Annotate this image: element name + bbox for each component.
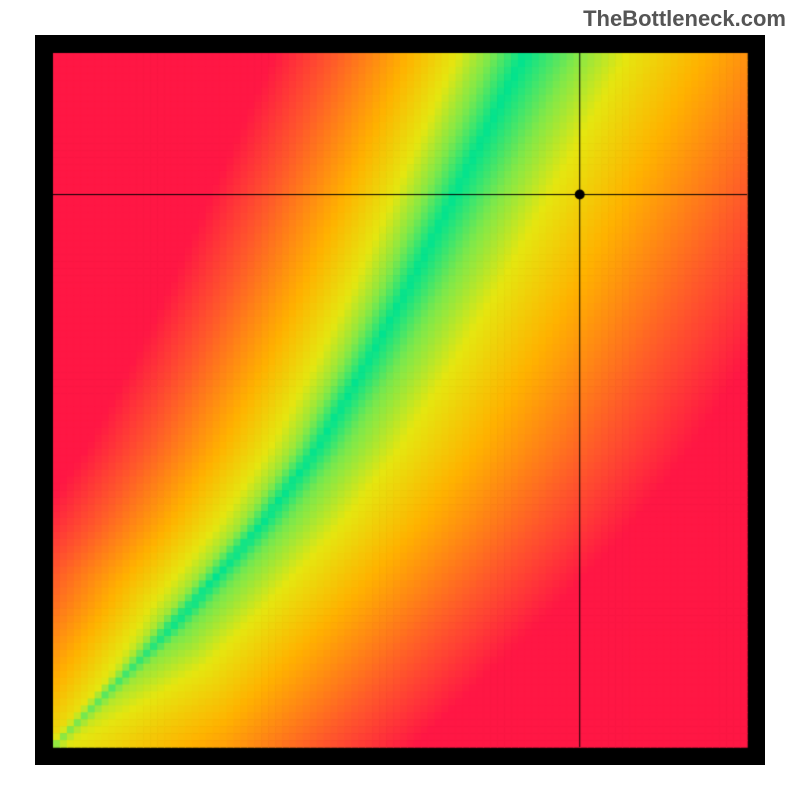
bottleneck-heatmap	[35, 35, 765, 765]
plot-frame	[35, 35, 765, 765]
watermark-text: TheBottleneck.com	[583, 6, 786, 32]
root: TheBottleneck.com	[0, 0, 800, 800]
